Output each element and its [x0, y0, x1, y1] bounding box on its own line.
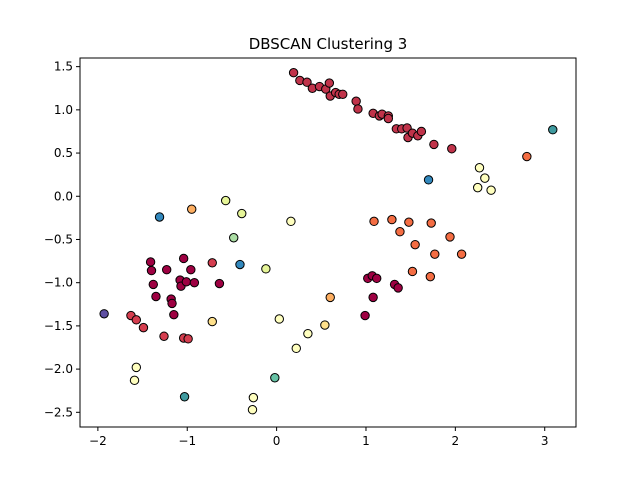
plot-frame [79, 57, 577, 428]
y-tick-label: −1.0 [44, 276, 73, 290]
data-point [416, 126, 427, 137]
data-point [247, 405, 258, 415]
data-point [286, 216, 296, 227]
data-point [131, 362, 142, 373]
data-point [351, 96, 361, 106]
data-point [474, 163, 485, 173]
data-point [207, 316, 217, 327]
data-point [237, 208, 247, 219]
data-point [186, 265, 196, 275]
data-point [261, 264, 271, 274]
data-point [407, 266, 418, 277]
data-point [395, 226, 405, 237]
y-tick-label: −0.5 [44, 232, 73, 246]
data-point [167, 298, 177, 309]
data-point [159, 331, 169, 341]
data-point [423, 175, 434, 185]
data-point [369, 216, 379, 227]
data-point [214, 278, 225, 289]
data-point [393, 283, 403, 293]
data-point [425, 271, 436, 282]
data-point [368, 292, 378, 303]
data-point [383, 113, 394, 124]
data-point [430, 249, 440, 259]
x-axis: −2 −1 0 1 2 3 [89, 427, 549, 448]
y-axis: −2.5 −2.0 −1.5 −1.0 −0.5 0.0 0.5 1.0 1.5 [44, 60, 80, 419]
plot-area [80, 58, 576, 427]
data-point [274, 314, 284, 324]
data-point [302, 77, 312, 87]
y-tick-label: 0.5 [54, 146, 73, 160]
data-point [99, 309, 109, 319]
data-point [338, 89, 348, 99]
data-point [522, 151, 532, 162]
data-point [220, 195, 231, 206]
data-point [486, 185, 496, 195]
data-point [429, 139, 439, 150]
data-point [161, 265, 172, 275]
data-point [131, 315, 142, 325]
data-points [99, 67, 558, 415]
y-tick-label: 1.5 [54, 60, 73, 74]
chart-title: DBSCAN Clustering 3 [249, 35, 408, 53]
data-point [145, 257, 156, 267]
data-point [138, 322, 149, 333]
data-point [189, 277, 200, 288]
x-tick-label: 3 [541, 434, 549, 448]
data-point [169, 309, 179, 320]
y-tick-label: −1.5 [44, 319, 73, 333]
x-tick-label: 0 [273, 434, 281, 448]
y-tick-label: 0.0 [54, 189, 73, 203]
data-point [548, 125, 558, 135]
data-point [387, 214, 397, 225]
data-point [179, 392, 190, 402]
y-tick-label: −2.5 [44, 405, 73, 419]
data-point [146, 265, 157, 276]
data-point [445, 232, 455, 242]
data-point [151, 291, 161, 302]
data-point [324, 78, 335, 88]
y-tick-label: 1.0 [54, 103, 73, 117]
data-point [325, 292, 335, 303]
data-point [472, 182, 483, 193]
data-point [303, 328, 313, 339]
data-point [360, 310, 370, 321]
data-point [178, 253, 189, 264]
data-point [148, 279, 158, 290]
data-point [320, 320, 330, 330]
data-point [372, 273, 382, 284]
x-tick-label: 1 [362, 434, 370, 448]
data-point [129, 375, 140, 386]
data-point [456, 249, 467, 259]
data-point [404, 217, 414, 227]
data-point [270, 373, 280, 383]
data-point [154, 212, 165, 222]
data-point [410, 239, 420, 250]
data-point [447, 144, 457, 154]
data-point [480, 173, 490, 183]
x-tick-label: −1 [178, 434, 196, 448]
data-point [288, 67, 299, 78]
x-tick-label: −2 [89, 434, 107, 448]
data-point [248, 392, 259, 403]
data-point [183, 334, 193, 344]
data-point [187, 204, 197, 214]
data-point [207, 258, 217, 268]
data-point [291, 343, 301, 354]
data-point [181, 277, 192, 287]
data-point [235, 259, 245, 270]
y-tick-label: −2.0 [44, 362, 73, 376]
data-point [353, 104, 363, 114]
data-point [426, 218, 436, 228]
x-tick-label: 2 [452, 434, 460, 448]
data-point [229, 233, 239, 243]
